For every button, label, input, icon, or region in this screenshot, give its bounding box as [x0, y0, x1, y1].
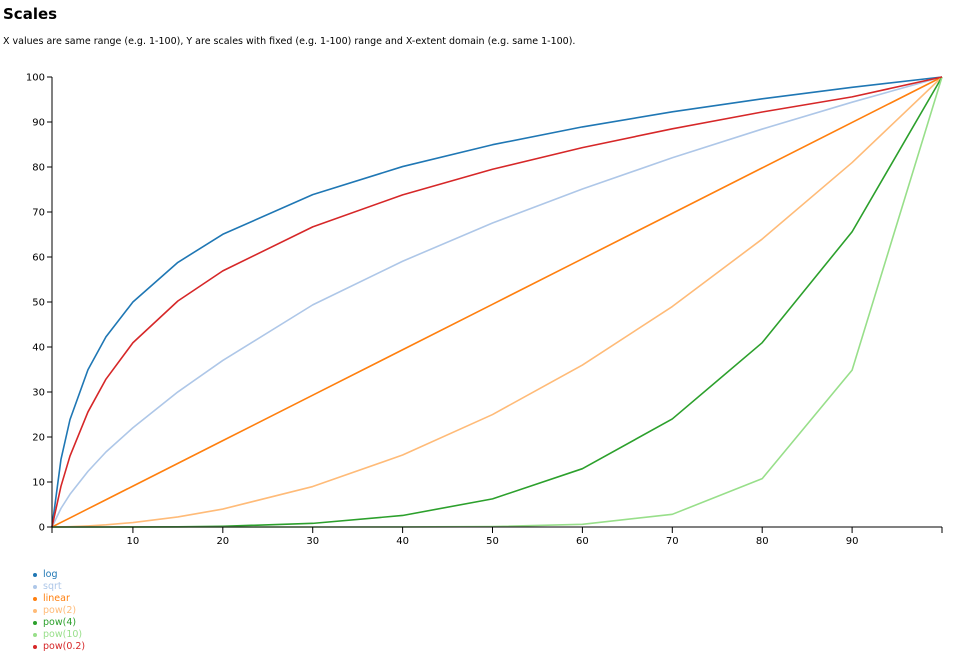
chart-legend: log sqrt linear pow(2) pow(4) pow(10) pow(0.2)	[33, 569, 85, 653]
legend-item: pow(2)	[33, 605, 85, 617]
series-line-1	[51, 76, 943, 528]
x-tick-label: 60	[576, 536, 589, 547]
legend-label: sqrt	[43, 581, 62, 592]
legend-label: pow(10)	[43, 629, 83, 640]
legend-label: pow(2)	[43, 605, 77, 616]
page-subtitle: X values are same range (e.g. 1-100), Y …	[3, 36, 576, 47]
legend-label: pow(4)	[43, 617, 77, 628]
y-tick-label: 100	[26, 73, 45, 84]
y-tick-label: 90	[32, 118, 45, 129]
y-tick-label: 50	[32, 298, 45, 309]
page-title: Scales	[3, 5, 58, 23]
legend-label: linear	[43, 593, 70, 604]
legend-item: sqrt	[33, 581, 85, 593]
series-line-0	[51, 76, 943, 528]
legend-item: pow(4)	[33, 617, 85, 629]
x-tick-label: 20	[216, 536, 229, 547]
legend-dot-icon	[33, 597, 37, 601]
scales-chart: 0 10 20 30 40 50 60 70 80 90 100 10 20 30 40 50 60 70 80 9…	[26, 73, 943, 547]
y-tick-label: 30	[32, 388, 45, 399]
y-axis: 0 10 20 30 40 50 60 70 80 90 100	[26, 73, 53, 534]
y-tick-label: 70	[32, 208, 45, 219]
legend-dot-icon	[33, 609, 37, 613]
y-tick-label: 10	[32, 478, 45, 489]
series-layer	[51, 76, 943, 528]
legend-dot-icon	[33, 645, 37, 649]
x-tick-label: 50	[486, 536, 499, 547]
x-tick-label: 40	[396, 536, 409, 547]
legend-item: log	[33, 569, 85, 581]
legend-dot-icon	[33, 573, 37, 577]
x-tick-label: 70	[666, 536, 679, 547]
legend-label: log	[43, 569, 58, 580]
legend-item: linear	[33, 593, 85, 605]
y-tick-label: 20	[32, 433, 45, 444]
series-line-6	[51, 76, 943, 528]
y-tick-label: 40	[32, 343, 45, 354]
y-tick-label: 80	[32, 163, 45, 174]
x-tick-label: 30	[306, 536, 319, 547]
x-tick-label: 80	[756, 536, 769, 547]
legend-label: pow(0.2)	[43, 641, 86, 652]
series-line-2	[51, 76, 943, 528]
legend-dot-icon	[33, 621, 37, 625]
x-tick-label: 90	[846, 536, 859, 547]
legend-dot-icon	[33, 585, 37, 589]
y-tick-label: 0	[39, 523, 45, 534]
y-tick-label: 60	[32, 253, 45, 264]
legend-item: pow(0.2)	[33, 641, 85, 653]
x-axis: 10 20 30 40 50 60 70 80 90	[51, 526, 943, 547]
legend-dot-icon	[33, 633, 37, 637]
x-tick-label: 10	[127, 536, 140, 547]
legend-item: pow(10)	[33, 629, 85, 641]
